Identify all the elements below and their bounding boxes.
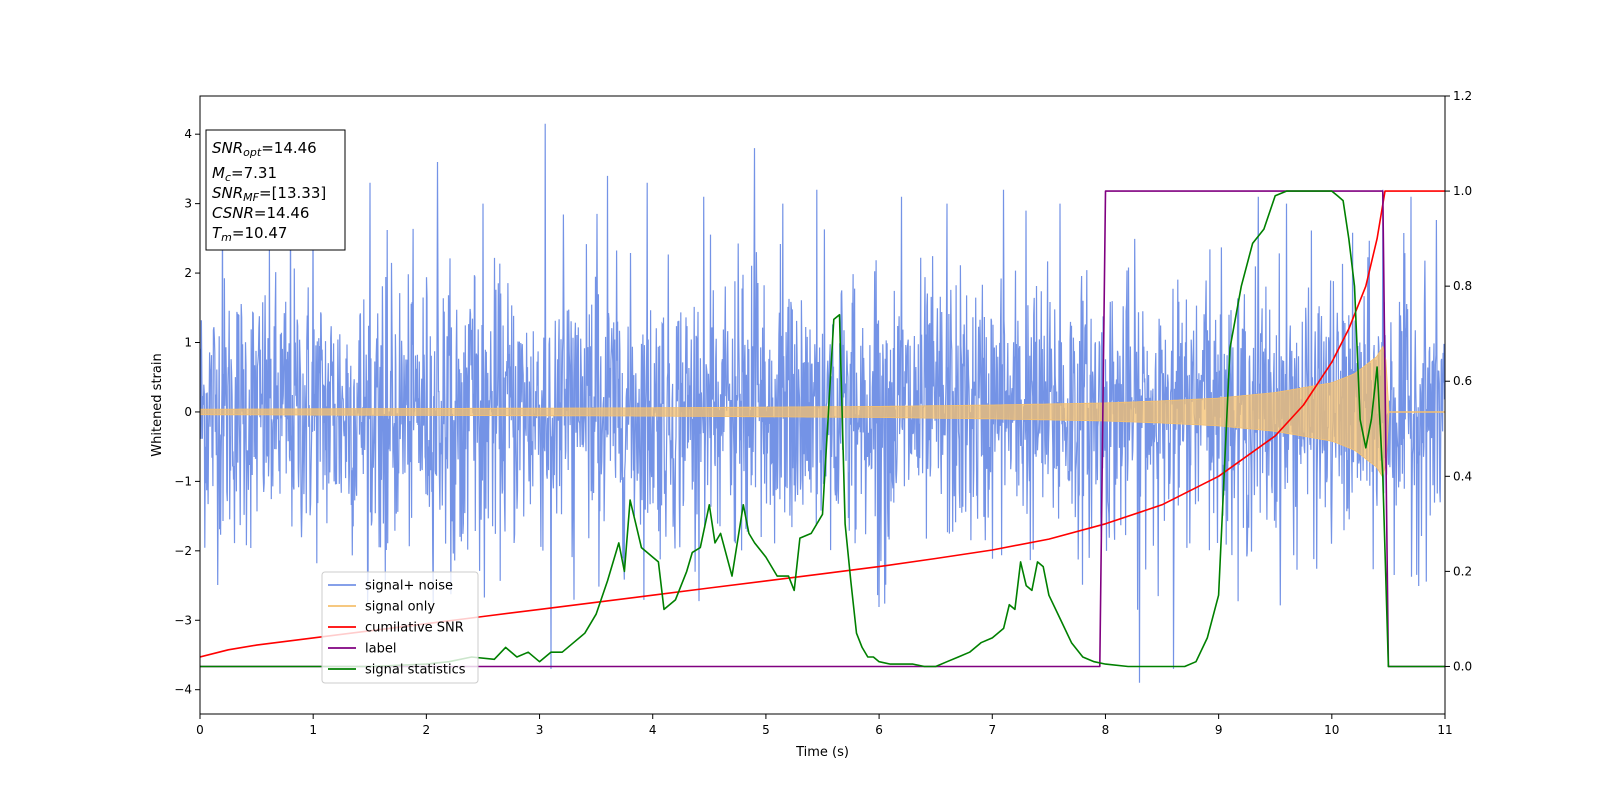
y-tick-label: 3 <box>184 197 192 211</box>
y-tick-label: 4 <box>184 127 192 141</box>
x-tick-label: 6 <box>875 723 883 737</box>
x-tick-label: 3 <box>536 723 544 737</box>
x-tick-label: 1 <box>309 723 317 737</box>
x-tick-label: 4 <box>649 723 657 737</box>
x-tick-label: 5 <box>762 723 770 737</box>
annotation-frame <box>205 129 346 251</box>
legend-entry: signal+ noise <box>365 579 453 594</box>
y2-tick-label: 0.0 <box>1453 659 1472 673</box>
x-tick-label: 7 <box>988 723 996 737</box>
y2-tick-label: 0.6 <box>1453 374 1472 388</box>
y2-tick-label: 0.4 <box>1453 469 1472 483</box>
legend: signal+ noise signal only cumilative SNR la… <box>321 571 479 684</box>
legend-entry: signal only <box>365 600 435 615</box>
annotation-line: SNRMF=[13.33] <box>212 184 326 204</box>
y-tick-label: 2 <box>184 266 192 280</box>
legend-entry: label <box>365 642 396 657</box>
plot-area <box>200 123 1445 683</box>
annotation-line: SNRopt=14.46 <box>212 139 317 159</box>
y2-tick-label: 1.2 <box>1453 89 1472 103</box>
x-axis-label: Time (s) <box>795 745 849 760</box>
y-tick-label: −3 <box>174 613 192 627</box>
x-tick-label: 11 <box>1437 723 1452 737</box>
y2-tick-label: 0.8 <box>1453 279 1472 293</box>
plot-frame <box>199 95 1446 715</box>
y-tick-label: −1 <box>174 474 192 488</box>
x-tick-label: 0 <box>196 723 204 737</box>
x-tick-label: 10 <box>1324 723 1339 737</box>
series-line-signal-noise <box>200 123 1445 683</box>
axes: 0 1 2 3 4 5 6 7 8 9 10 11 −4 −3 −2 −1 0 1 2 3 4 0.0 0.2 0.4 0.6 0… <box>174 89 1472 737</box>
y-tick-label: −2 <box>174 544 192 558</box>
legend-entry: cumilative SNR <box>365 621 464 636</box>
y-tick-label: 1 <box>184 336 192 350</box>
legend-entry: signal statistics <box>365 663 466 678</box>
y2-tick-label: 1.0 <box>1453 184 1472 198</box>
y2-tick-label: 0.2 <box>1453 564 1472 578</box>
annotation-line: CSNR=14.46 <box>212 204 309 222</box>
legend-frame <box>321 571 479 684</box>
annotation-line: Tm=10.47 <box>212 224 287 244</box>
annotation-box: SNRopt=14.46 Mc=7.31SNRMF=[13.33]CSNR=14.… <box>205 129 346 251</box>
y-tick-label: 0 <box>184 405 192 419</box>
series-line-signal-statistics <box>200 190 1445 668</box>
y-tick-label: −4 <box>174 683 192 697</box>
annotation-line: Mc=7.31 <box>212 164 277 184</box>
x-tick-label: 9 <box>1215 723 1223 737</box>
y-axis-label: Whitened strain <box>150 353 165 456</box>
x-tick-label: 8 <box>1102 723 1110 737</box>
x-tick-label: 2 <box>423 723 431 737</box>
